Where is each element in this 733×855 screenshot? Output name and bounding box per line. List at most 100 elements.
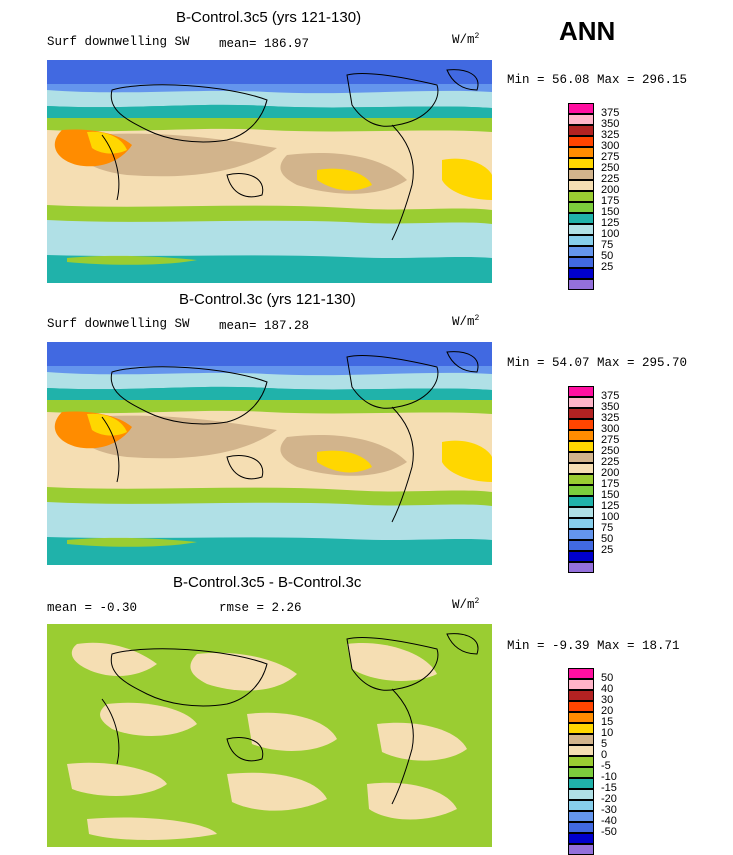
colorbar-level-label: 200 bbox=[601, 467, 620, 479]
colorbar-swatch bbox=[568, 767, 594, 778]
colorbar-swatch bbox=[568, 430, 594, 441]
colorbar-swatch bbox=[568, 441, 594, 452]
panel1-colorbar bbox=[568, 103, 594, 290]
panel2-minmax: Min = 54.07 Max = 295.70 bbox=[507, 356, 688, 370]
colorbar-level-label: 325 bbox=[601, 129, 620, 141]
colorbar-level-label: 100 bbox=[601, 228, 620, 240]
colorbar-level-label: 225 bbox=[601, 456, 620, 468]
colorbar-swatch bbox=[568, 235, 594, 246]
colorbar-level-label: 5 bbox=[601, 738, 608, 750]
colorbar-level-label: 25 bbox=[601, 261, 614, 273]
colorbar-level-label: 175 bbox=[601, 195, 620, 207]
colorbar-swatch bbox=[568, 833, 594, 844]
colorbar-swatch bbox=[568, 778, 594, 789]
colorbar-level-label: 0 bbox=[601, 749, 608, 761]
colorbar-swatch bbox=[568, 485, 594, 496]
colorbar-swatch bbox=[568, 496, 594, 507]
colorbar-level-label: 250 bbox=[601, 445, 620, 457]
colorbar-swatch bbox=[568, 723, 594, 734]
panel1-minmax: Min = 56.08 Max = 296.15 bbox=[507, 73, 688, 87]
colorbar-swatch bbox=[568, 551, 594, 562]
panel1-title: B-Control.3c5 (yrs 121-130) bbox=[176, 9, 362, 26]
colorbar-swatch bbox=[568, 668, 594, 679]
colorbar-level-label: 40 bbox=[601, 683, 614, 695]
colorbar-level-label: 350 bbox=[601, 118, 620, 130]
colorbar-level-label: 300 bbox=[601, 423, 620, 435]
colorbar-level-label: 150 bbox=[601, 206, 620, 218]
colorbar-swatch bbox=[568, 408, 594, 419]
panel3-colorbar bbox=[568, 668, 594, 855]
colorbar-level-label: 25 bbox=[601, 544, 614, 556]
colorbar-swatch bbox=[568, 844, 594, 855]
panel2-units: W/m2 bbox=[452, 314, 480, 330]
colorbar-level-label: -30 bbox=[601, 804, 617, 816]
colorbar-swatch bbox=[568, 386, 594, 397]
colorbar-swatch bbox=[568, 529, 594, 540]
colorbar-swatch bbox=[568, 125, 594, 136]
colorbar-swatch bbox=[568, 701, 594, 712]
panel2-mean: mean= 187.28 bbox=[219, 319, 310, 333]
colorbar-swatch bbox=[568, 712, 594, 723]
colorbar-swatch bbox=[568, 474, 594, 485]
colorbar-level-label: 15 bbox=[601, 716, 614, 728]
panel2-map bbox=[47, 342, 492, 565]
panel3-title: B-Control.3c5 - B-Control.3c bbox=[173, 574, 362, 591]
colorbar-level-label: -10 bbox=[601, 771, 617, 783]
panel1-mean: mean= 186.97 bbox=[219, 37, 310, 51]
colorbar-swatch bbox=[568, 452, 594, 463]
colorbar-level-label: 50 bbox=[601, 672, 614, 684]
colorbar-swatch bbox=[568, 180, 594, 191]
colorbar-swatch bbox=[568, 756, 594, 767]
panel2-title: B-Control.3c (yrs 121-130) bbox=[179, 291, 356, 308]
colorbar-level-label: 50 bbox=[601, 250, 614, 262]
colorbar-level-label: 275 bbox=[601, 151, 620, 163]
panel1-map bbox=[47, 60, 492, 283]
colorbar-swatch bbox=[568, 147, 594, 158]
colorbar-swatch bbox=[568, 690, 594, 701]
colorbar-level-label: 250 bbox=[601, 162, 620, 174]
colorbar-level-label: 375 bbox=[601, 390, 620, 402]
panel1-field-label: Surf downwelling SW bbox=[47, 35, 190, 49]
colorbar-swatch bbox=[568, 103, 594, 114]
panel3-minmax: Min = -9.39 Max = 18.71 bbox=[507, 639, 680, 653]
colorbar-level-label: 275 bbox=[601, 434, 620, 446]
colorbar-level-label: 50 bbox=[601, 533, 614, 545]
colorbar-swatch bbox=[568, 279, 594, 290]
colorbar-swatch bbox=[568, 224, 594, 235]
colorbar-swatch bbox=[568, 745, 594, 756]
colorbar-swatch bbox=[568, 734, 594, 745]
panel2-field-label: Surf downwelling SW bbox=[47, 317, 190, 331]
colorbar-swatch bbox=[568, 213, 594, 224]
colorbar-level-label: 125 bbox=[601, 217, 620, 229]
colorbar-swatch bbox=[568, 397, 594, 408]
colorbar-swatch bbox=[568, 789, 594, 800]
panel3-map bbox=[47, 624, 492, 847]
colorbar-swatch bbox=[568, 158, 594, 169]
colorbar-level-label: 125 bbox=[601, 500, 620, 512]
colorbar-level-label: 225 bbox=[601, 173, 620, 185]
colorbar-level-label: -5 bbox=[601, 760, 611, 772]
season-label: ANN bbox=[559, 16, 616, 46]
colorbar-level-label: 175 bbox=[601, 478, 620, 490]
colorbar-swatch bbox=[568, 562, 594, 573]
colorbar-level-label: -15 bbox=[601, 782, 617, 794]
colorbar-level-label: 150 bbox=[601, 489, 620, 501]
colorbar-level-label: 300 bbox=[601, 140, 620, 152]
colorbar-swatch bbox=[568, 246, 594, 257]
panel1-units: W/m2 bbox=[452, 32, 480, 48]
colorbar-level-label: 325 bbox=[601, 412, 620, 424]
colorbar-swatch bbox=[568, 268, 594, 279]
colorbar-swatch bbox=[568, 463, 594, 474]
panel3-rmse: rmse = 2.26 bbox=[219, 601, 302, 615]
colorbar-level-label: 350 bbox=[601, 401, 620, 413]
colorbar-swatch bbox=[568, 191, 594, 202]
colorbar-level-label: -20 bbox=[601, 793, 617, 805]
colorbar-level-label: -50 bbox=[601, 826, 617, 838]
panel3-mean: mean = -0.30 bbox=[47, 601, 138, 615]
colorbar-swatch bbox=[568, 518, 594, 529]
colorbar-level-label: 30 bbox=[601, 694, 614, 706]
colorbar-level-label: 20 bbox=[601, 705, 614, 717]
colorbar-level-label: 375 bbox=[601, 107, 620, 119]
colorbar-swatch bbox=[568, 540, 594, 551]
colorbar-level-label: 75 bbox=[601, 239, 614, 251]
